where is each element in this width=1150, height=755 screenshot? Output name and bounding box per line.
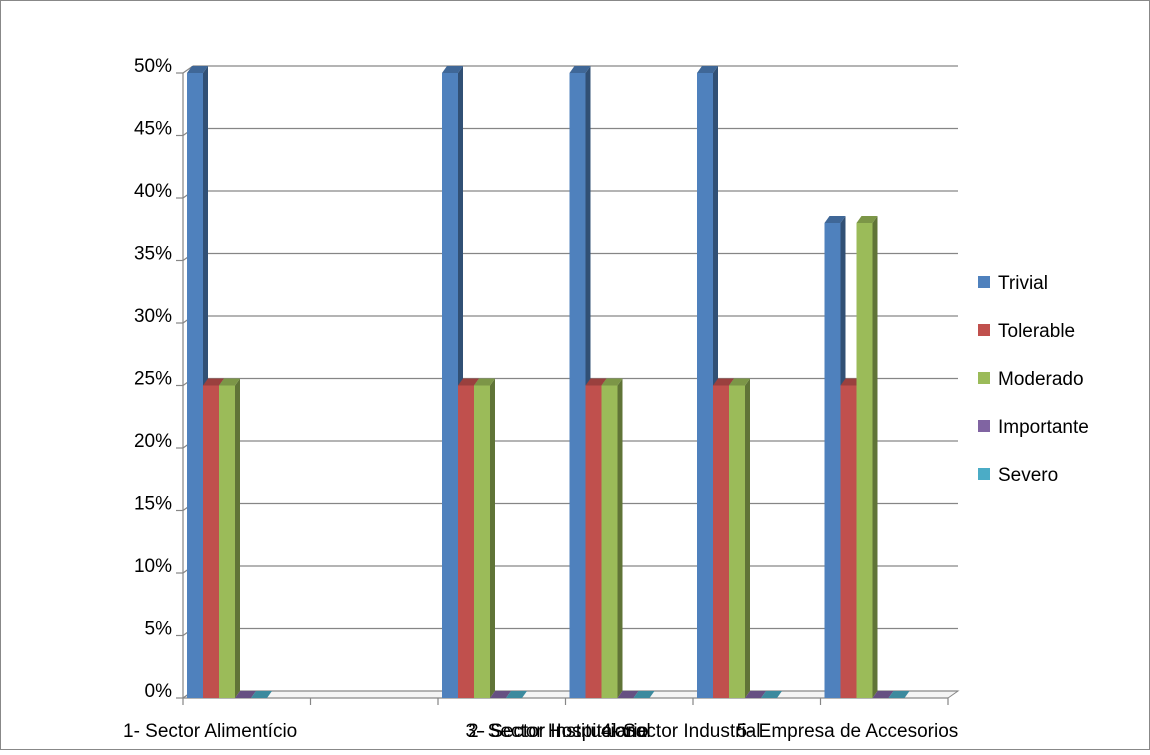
bar-side xyxy=(745,379,750,699)
y-tick-label: 40% xyxy=(134,181,172,202)
legend-swatch xyxy=(978,420,990,432)
legend-label: Severo xyxy=(998,465,1058,486)
bar xyxy=(825,223,841,698)
y-tick-label: 35% xyxy=(134,244,172,265)
bar-side xyxy=(618,379,623,699)
bar xyxy=(602,386,618,699)
y-tick-label: 15% xyxy=(134,494,172,515)
bar xyxy=(219,386,235,699)
y-tick-label: 25% xyxy=(134,369,172,390)
bar xyxy=(458,386,474,699)
y-tick-label: 5% xyxy=(145,619,173,640)
bar xyxy=(729,386,745,699)
legend-label: Importante xyxy=(998,417,1089,438)
y-tick-label: 50% xyxy=(134,56,172,77)
y-tick-label: 30% xyxy=(134,306,172,327)
y-tick-label: 10% xyxy=(134,556,172,577)
bar xyxy=(474,386,490,699)
legend-swatch xyxy=(978,324,990,336)
y-tick-label: 0% xyxy=(145,681,173,702)
legend-label: Tolerable xyxy=(998,321,1075,342)
bar-side xyxy=(490,379,495,699)
bar xyxy=(442,73,458,698)
x-category-label: 1- Sector Alimentício xyxy=(123,721,297,742)
y-tick-label: 20% xyxy=(134,431,172,452)
bar xyxy=(586,386,602,699)
bar xyxy=(713,386,729,699)
legend-swatch xyxy=(978,468,990,480)
legend-label: Trivial xyxy=(998,273,1048,294)
bar xyxy=(857,223,873,698)
legend-swatch xyxy=(978,276,990,288)
x-category-label: 5- Empresa de Accesorios xyxy=(737,721,959,742)
bar-side xyxy=(235,379,240,699)
legend-label: Moderado xyxy=(998,369,1084,390)
bar xyxy=(203,386,219,699)
bar xyxy=(187,73,203,698)
bar xyxy=(697,73,713,698)
bar xyxy=(841,386,857,699)
bar-side xyxy=(873,216,878,698)
y-tick-label: 45% xyxy=(134,119,172,140)
legend-swatch xyxy=(978,372,990,384)
bar xyxy=(570,73,586,698)
